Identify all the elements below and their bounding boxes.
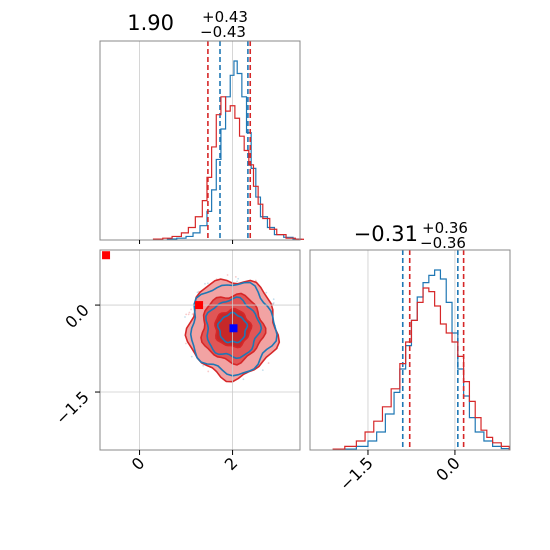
scatter-point (190, 308, 193, 311)
scatter-point (261, 369, 264, 372)
scatter-point (272, 298, 275, 301)
scatter-point (184, 316, 186, 318)
scatter-point (265, 291, 268, 294)
scatter-point (206, 282, 209, 285)
scatter-point (196, 291, 199, 294)
scatter-point (187, 313, 190, 316)
outlier-marker (102, 251, 111, 260)
scatter-point (254, 279, 257, 282)
scatter-point (191, 313, 194, 316)
histogram-series-2 (152, 96, 304, 240)
scatter-point (267, 362, 270, 364)
x-tick-label-1: 2 (221, 453, 242, 474)
y-tick-label-1: 0.0 (61, 300, 92, 331)
contour-line-series-2-2 (184, 278, 281, 383)
scatter-point (207, 370, 210, 373)
param-1-histogram-panel (99, 40, 304, 244)
scatter-point (185, 313, 188, 316)
scatter-point (190, 355, 193, 358)
joint-axis-frame (99, 249, 301, 451)
x-tick-label-0: 0 (128, 453, 149, 474)
scatter-point (234, 275, 237, 278)
contour-line-series-1-2 (189, 281, 278, 377)
param-2-title-plus: +0.36 (422, 219, 468, 237)
contour-line-series-1-1 (205, 296, 263, 360)
right-tick-label-0: −1.5 (336, 453, 377, 494)
scatter-point (226, 274, 229, 276)
scatter-point (236, 280, 238, 283)
y-tick-label-0: −1.5 (52, 387, 93, 428)
param-2-histogram-panel (309, 249, 511, 451)
contour-line-series-1-0 (216, 311, 249, 344)
param-2-title: −0.31 +0.36 −0.36 (354, 219, 468, 252)
param-1-title-plus: +0.43 (202, 8, 248, 26)
param-2-title-value: −0.31 (354, 222, 418, 246)
scatter-point (204, 282, 206, 285)
param-1-title-minus: −0.43 (200, 23, 246, 41)
scatter-point (202, 364, 205, 367)
right-tick-label-1: 0.0 (432, 453, 463, 484)
param-1-title-value: 1.90 (127, 11, 174, 35)
scatter-point (237, 277, 240, 280)
param-1-axis-frame (99, 40, 301, 241)
marker-series-1 (229, 324, 238, 333)
scatter-point (272, 302, 275, 304)
histogram-series-2-param-2 (332, 287, 510, 450)
histogram-series-1-param-2 (344, 269, 510, 450)
scatter-point (242, 378, 245, 381)
contour-line-series-2-1 (200, 292, 267, 366)
param-2-title-minus: −0.36 (420, 234, 466, 252)
marker-series-2 (195, 301, 204, 310)
param-2-axis-frame (309, 249, 511, 451)
scatter-point (185, 342, 187, 345)
param-1-title: 1.90 +0.43 −0.43 (127, 8, 248, 41)
scatter-point (188, 311, 191, 314)
histogram-series-1 (166, 60, 302, 240)
joint-2d-panel (99, 249, 301, 451)
contour-line-series-2-0 (214, 307, 253, 349)
